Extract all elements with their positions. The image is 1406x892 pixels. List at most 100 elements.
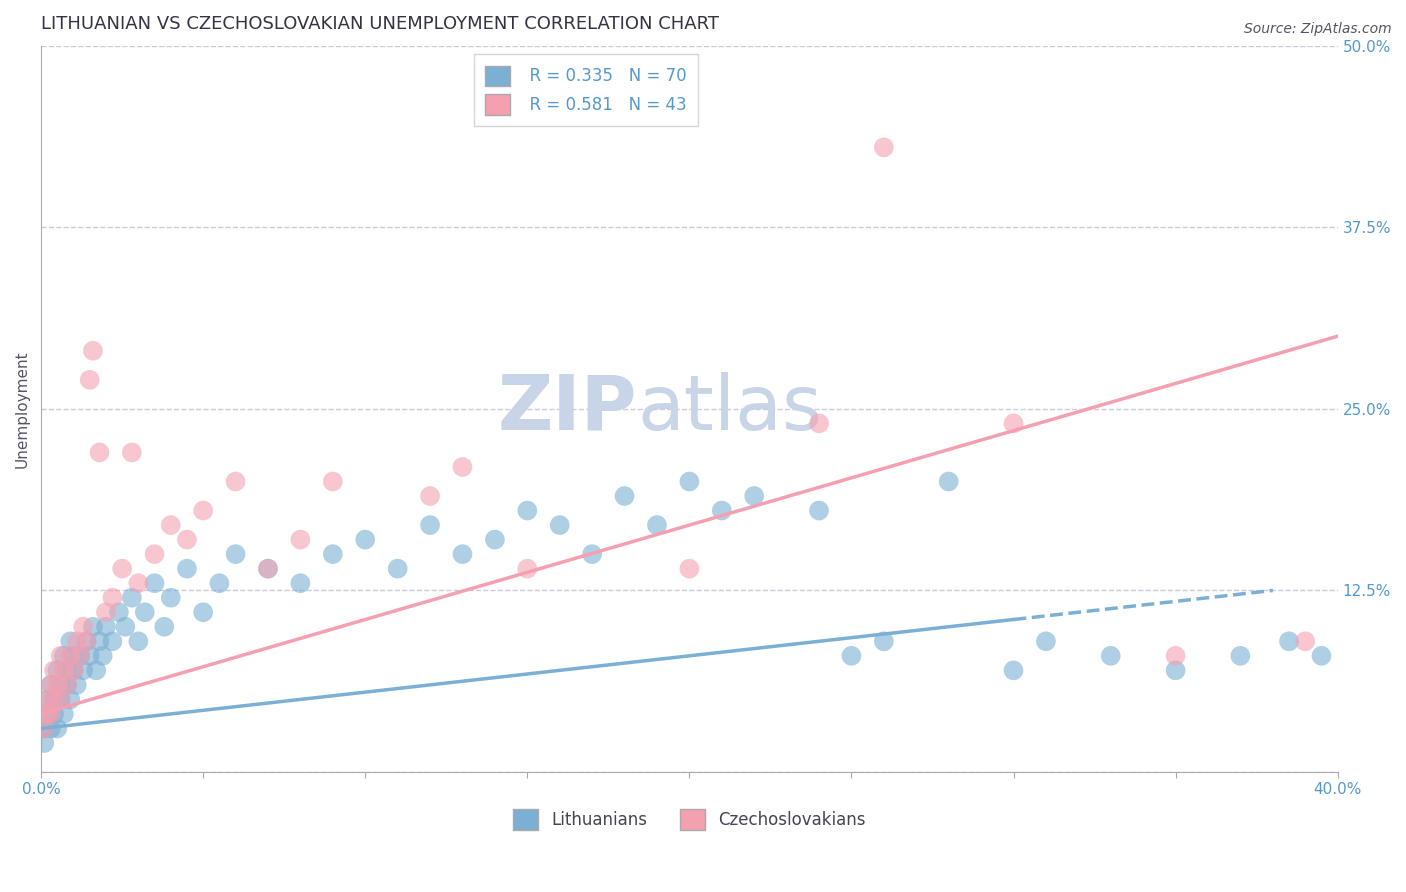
Point [127, 634, 149, 648]
Point [613, 489, 636, 503]
Point [89, 634, 111, 648]
Text: LITHUANIAN VS CZECHOSLOVAKIAN UNEMPLOYMENT CORRELATION CHART: LITHUANIAN VS CZECHOSLOVAKIAN UNEMPLOYME… [41, 15, 718, 33]
Point [94, 605, 117, 619]
Point [114, 620, 136, 634]
Point [451, 547, 474, 561]
Point [354, 533, 377, 547]
Text: ZIP: ZIP [498, 372, 637, 446]
Point [1099, 648, 1122, 663]
Point [176, 533, 198, 547]
Point [808, 417, 831, 431]
Text: atlas: atlas [637, 372, 823, 446]
Point [176, 562, 198, 576]
Point [516, 562, 538, 576]
Point [79, 648, 101, 663]
Y-axis label: Unemployment: Unemployment [15, 350, 30, 467]
Point [34, 722, 56, 736]
Point [52, 664, 75, 678]
Point [1035, 634, 1057, 648]
Point [46, 722, 69, 736]
Point [46, 664, 69, 678]
Point [72, 620, 94, 634]
Point [56, 678, 79, 692]
Point [1310, 648, 1333, 663]
Point [42, 664, 65, 678]
Point [82, 343, 104, 358]
Point [1164, 648, 1187, 663]
Point [101, 634, 124, 648]
Legend: Lithuanians, Czechoslovakians: Lithuanians, Czechoslovakians [506, 803, 873, 837]
Point [143, 576, 166, 591]
Point [39, 722, 62, 736]
Point [808, 503, 831, 517]
Point [193, 503, 215, 517]
Point [101, 591, 124, 605]
Point [76, 634, 98, 648]
Point [42, 706, 65, 721]
Point [645, 518, 668, 533]
Point [159, 518, 181, 533]
Point [91, 648, 114, 663]
Point [52, 706, 75, 721]
Point [290, 576, 312, 591]
Point [581, 547, 603, 561]
Point [121, 445, 143, 459]
Point [59, 692, 82, 706]
Point [225, 475, 247, 489]
Point [37, 706, 59, 721]
Point [873, 140, 896, 154]
Point [387, 562, 409, 576]
Point [39, 706, 62, 721]
Point [548, 518, 571, 533]
Point [193, 605, 215, 619]
Point [94, 620, 117, 634]
Point [322, 547, 344, 561]
Point [59, 648, 82, 663]
Point [1294, 634, 1316, 648]
Point [127, 576, 149, 591]
Point [873, 634, 896, 648]
Point [59, 634, 82, 648]
Point [34, 736, 56, 750]
Point [39, 678, 62, 692]
Point [1002, 417, 1025, 431]
Point [39, 678, 62, 692]
Point [1278, 634, 1301, 648]
Point [62, 664, 84, 678]
Point [42, 692, 65, 706]
Point [56, 678, 79, 692]
Point [89, 445, 111, 459]
Point [37, 706, 59, 721]
Point [49, 692, 72, 706]
Point [108, 605, 131, 619]
Point [290, 533, 312, 547]
Point [52, 648, 75, 663]
Point [69, 648, 91, 663]
Point [678, 562, 700, 576]
Point [678, 475, 700, 489]
Point [46, 678, 69, 692]
Point [257, 562, 280, 576]
Point [742, 489, 765, 503]
Point [938, 475, 960, 489]
Point [49, 692, 72, 706]
Text: Source: ZipAtlas.com: Source: ZipAtlas.com [1244, 22, 1392, 37]
Point [225, 547, 247, 561]
Point [76, 634, 98, 648]
Point [56, 664, 79, 678]
Point [1229, 648, 1251, 663]
Point [37, 692, 59, 706]
Point [62, 648, 84, 663]
Point [419, 489, 441, 503]
Point [419, 518, 441, 533]
Point [34, 722, 56, 736]
Point [153, 620, 176, 634]
Point [42, 692, 65, 706]
Point [121, 591, 143, 605]
Point [710, 503, 733, 517]
Point [69, 648, 91, 663]
Point [49, 678, 72, 692]
Point [37, 692, 59, 706]
Point [134, 605, 156, 619]
Point [66, 634, 89, 648]
